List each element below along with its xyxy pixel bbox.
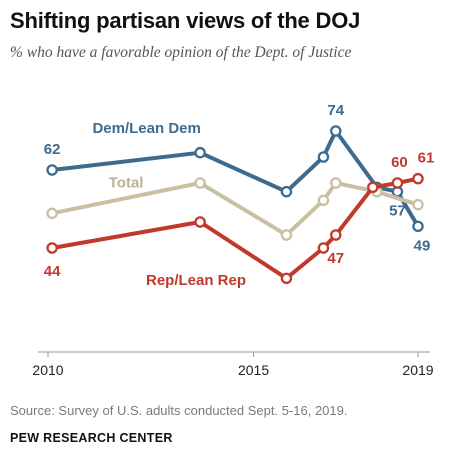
data-label-dem-lean-dem-4: 74: [327, 102, 344, 119]
data-point-dem-lean-dem-4: [330, 125, 342, 137]
series-line-dem-lean-dem: [50, 129, 420, 229]
data-label-dem-lean-dem-0: 62: [44, 141, 61, 158]
data-point-dem-lean-dem-0: [46, 164, 58, 176]
data-point-rep-lean-rep-5: [367, 181, 379, 194]
data-point-rep-lean-rep-0: [46, 242, 58, 254]
data-point-rep-lean-rep-1: [194, 216, 206, 228]
data-label-rep-lean-rep-4: 47: [327, 250, 344, 267]
data-point-total-2: [280, 229, 293, 241]
series-line-rep-lean-rep: [50, 176, 420, 281]
line-chart: 2010 2015 2019 62 74 57 49 44 47 60 61 Dem/Lean De…: [32, 102, 435, 378]
data-point-total-0: [46, 207, 58, 220]
data-point-rep-lean-rep-3: [317, 242, 330, 254]
data-point-dem-lean-dem-7: [412, 220, 424, 233]
data-point-total-6: [412, 198, 424, 211]
data-point-dem-lean-dem-2: [280, 185, 293, 198]
x-tick-label-2015: 2015: [238, 362, 269, 378]
data-point-dem-lean-dem-3: [317, 151, 330, 163]
x-tick-label-2010: 2010: [32, 362, 63, 378]
series-name-dem-lean-dem: Dem/Lean Dem: [92, 120, 200, 137]
data-label-dem-lean-dem-6: 57: [389, 203, 406, 220]
data-label-rep-lean-rep-6: 60: [391, 154, 408, 171]
data-point-total-3: [317, 194, 330, 207]
data-label-dem-lean-dem-7: 49: [414, 237, 431, 254]
data-label-rep-lean-rep-7: 61: [418, 150, 435, 167]
data-point-rep-lean-rep-6: [391, 177, 404, 189]
data-point-total-1: [194, 177, 206, 189]
data-label-rep-lean-rep-0: 44: [44, 263, 61, 280]
data-point-dem-lean-dem-1: [194, 146, 206, 159]
chart-source: Source: Survey of U.S. adults conducted …: [10, 403, 348, 418]
data-point-rep-lean-rep-2: [280, 272, 293, 285]
chart-title: Shifting partisan views of the DOJ: [10, 8, 361, 33]
series-name-rep-lean-rep: Rep/Lean Rep: [146, 272, 246, 289]
data-point-rep-lean-rep-4: [330, 229, 342, 241]
organization-name: PEW RESEARCH CENTER: [10, 431, 173, 445]
x-tick-label-2019: 2019: [402, 362, 433, 378]
chart-subtitle: % who have a favorable opinion of the De…: [10, 44, 352, 61]
data-point-rep-lean-rep-7: [412, 172, 424, 185]
series-line-total: [50, 181, 420, 237]
data-point-total-4: [330, 177, 342, 189]
series-name-total: Total: [109, 174, 144, 191]
